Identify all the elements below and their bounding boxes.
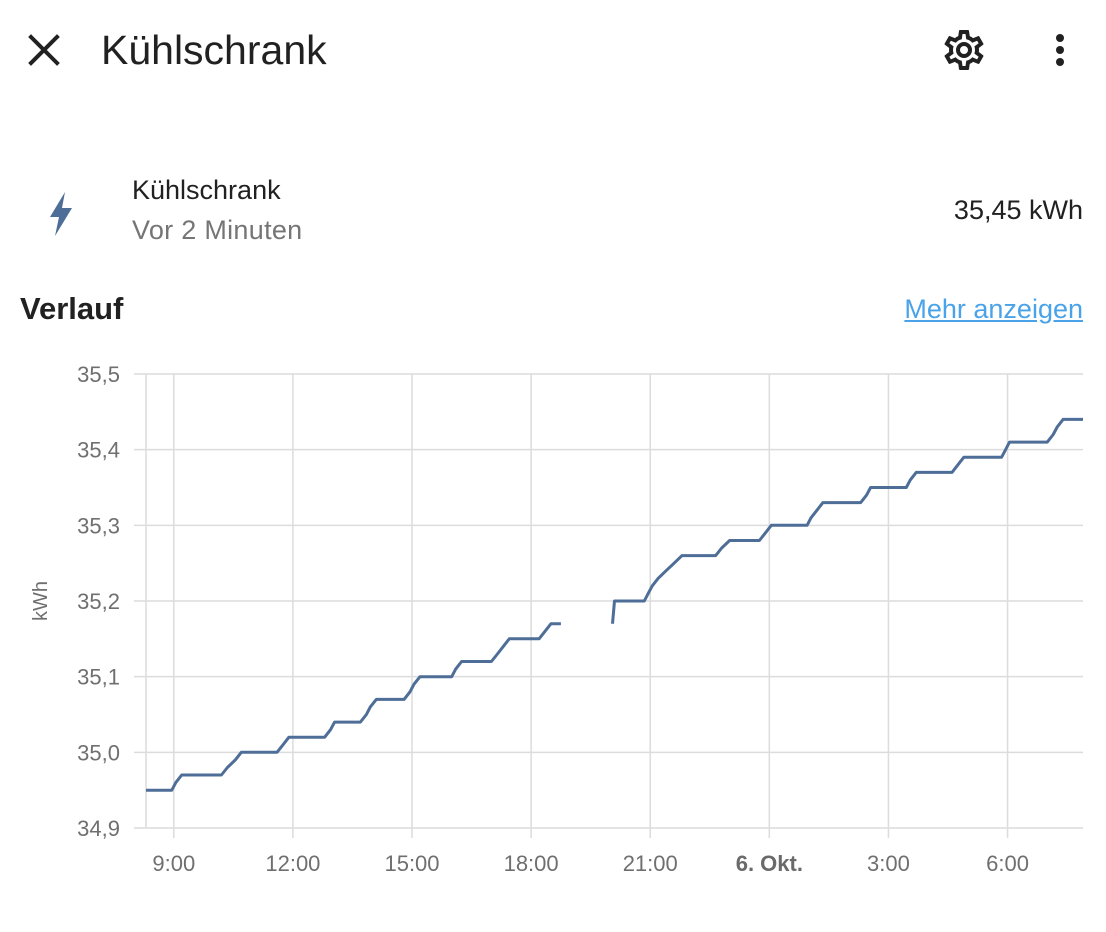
show-more-link[interactable]: Mehr anzeigen xyxy=(904,294,1083,324)
more-vertical-icon xyxy=(1056,34,1064,66)
entity-state-value: 35,45 kWh xyxy=(953,195,1083,225)
x-tick-label: 9:00 xyxy=(152,851,195,876)
x-tick-label: 3:00 xyxy=(867,851,910,876)
lightning-bolt-icon xyxy=(50,192,72,236)
series-line xyxy=(146,622,561,792)
entity-last-changed: Vor 2 Minuten xyxy=(132,215,303,245)
entity-row: Kühlschrank Vor 2 Minuten 35,45 kWh xyxy=(0,160,1106,260)
dialog-title: Kühlschrank xyxy=(101,27,327,73)
x-tick-label: 6:00 xyxy=(986,851,1029,876)
x-tick-label: 21:00 xyxy=(623,851,678,876)
y-tick-label: 35,5 xyxy=(77,362,120,387)
y-tick-label: 35,1 xyxy=(77,665,120,690)
gear-icon xyxy=(944,30,984,70)
y-tick-label: 35,2 xyxy=(77,589,120,614)
settings-button[interactable] xyxy=(940,26,988,74)
x-tick-label: 6. Okt. xyxy=(736,851,803,876)
y-tick-label: 34,9 xyxy=(77,816,120,841)
x-tick-label: 12:00 xyxy=(265,851,320,876)
history-chart: 34,9 35,0 35,1 35,2 35,3 35,4 35,5 9:00 12:00 15:… xyxy=(0,340,1106,900)
entity-name: Kühlschrank xyxy=(132,175,281,205)
close-button[interactable] xyxy=(22,28,66,72)
more-options-button[interactable] xyxy=(1040,26,1080,74)
y-tick-label: 35,0 xyxy=(77,740,120,765)
y-axis-title: kWh xyxy=(30,581,52,621)
history-chart-svg: 34,9 35,0 35,1 35,2 35,3 35,4 35,5 9:00 12:00 15:… xyxy=(30,362,1083,876)
history-heading: Verlauf xyxy=(20,291,124,326)
close-icon xyxy=(28,34,60,66)
entity-icon-wrap xyxy=(44,190,78,238)
series-line xyxy=(611,417,1083,624)
x-tick-label: 15:00 xyxy=(384,851,439,876)
dialog-header: Kühlschrank xyxy=(0,0,1106,100)
x-tick-label: 18:00 xyxy=(504,851,559,876)
y-tick-label: 35,3 xyxy=(77,513,120,538)
y-tick-label: 35,4 xyxy=(77,438,120,463)
